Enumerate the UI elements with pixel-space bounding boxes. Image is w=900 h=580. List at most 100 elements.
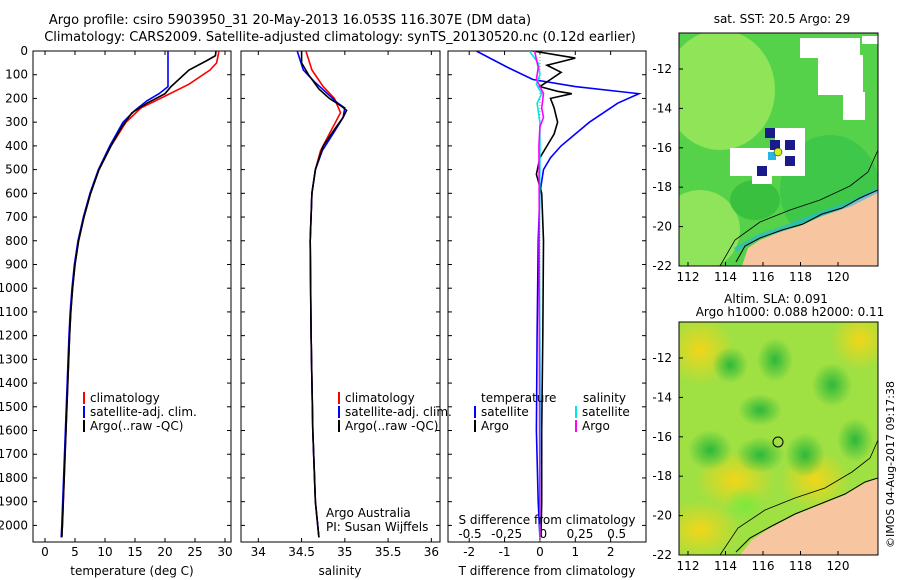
series-satellite-adj-clim- [60,51,169,538]
legend-climatology-label: climatology [90,391,160,405]
x-tick-label: 36 [424,545,439,559]
depth-tick-label: 1500 [0,400,28,414]
sla-field-patch [679,500,740,555]
sst-field-patch [679,190,740,266]
legend-s-satellite-label: satellite [582,405,630,419]
lat-tick-label: -16 [652,141,672,155]
depth-tick-label: 2000 [0,518,28,532]
argo-float-marker [772,436,784,448]
cold-pixel [785,156,795,166]
legend-t-argo-label: Argo [481,419,509,433]
argo-float-marker [773,147,783,157]
lat-tick-label: -22 [652,259,672,273]
depth-tick-label: 1400 [0,376,28,390]
sla-field-patch [812,363,852,407]
lat-tick-label: -20 [652,509,672,523]
x-tick-label: 1 [571,545,579,559]
lon-tick-label: 112 [677,559,700,573]
cloud-mask [843,92,865,120]
depth-tick-label: 600 [5,186,28,200]
series-layer [60,51,642,538]
credit-line-2: PI: Susan Wijffels [326,520,428,534]
x-tick-label: 20 [157,545,172,559]
x-tick-label: 34 [251,545,266,559]
depth-tick-label: 1100 [0,305,28,319]
sla-field-patch [830,322,878,370]
s-diff-tick-label: 0.25 [567,527,594,541]
cloud-mask [818,55,863,95]
salinity-axis-label: salinity [318,564,361,578]
s-diff-tick-label: 0 [540,527,548,541]
salinity-panel-frame [240,50,441,543]
x-tick-label: -1 [499,545,511,559]
depth-tick-label: 1700 [0,447,28,461]
depth-tick-label: 500 [5,163,28,177]
depth-tick-label: 900 [5,257,28,271]
sla-map [679,322,878,555]
sla-field-patch [785,433,825,477]
cold-pixel [757,166,767,176]
cold-pixel [770,140,780,150]
depth-tick-label: 400 [5,139,28,153]
lon-tick-label: 120 [827,559,850,573]
title-line-1: Argo profile: csiro 5903950_31 20-May-20… [49,13,531,28]
sla-field-patch [712,347,748,383]
sla-field-patch [757,338,793,382]
sst-field-patch [730,180,780,220]
depth-tick-label: 700 [5,210,28,224]
difference-legend: temperature salinity satellite Argo sate… [474,391,630,433]
copyright-stamp: ©IMOS 04-Aug-2017 09:17:38 [884,381,897,548]
series-climatology [61,51,220,538]
lat-tick-label: -14 [652,390,672,404]
lon-tick-label: 118 [789,559,812,573]
shelf-band [733,187,878,253]
lon-tick-label: 112 [677,270,700,284]
depth-tick-label: 1600 [0,424,28,438]
legend-satellite-label: satellite-adj. clim. [345,405,452,419]
sla-field-patch [837,418,873,462]
sst-map-ticks: -12 -14 -16 -18 -20 -22 112 114 116 118 120 [652,62,849,284]
lon-tick-label: 118 [789,270,812,284]
depth-tick-label: 100 [5,68,28,82]
x-tick-label: 2 [607,545,615,559]
cloud-mask [800,38,860,58]
legend-climatology-label: climatology [345,391,415,405]
x-tick-label: 25 [187,545,202,559]
temperature-axis-label: temperature (deg C) [70,564,193,578]
sla-map-frame [678,321,879,556]
legend-s-argo-label: Argo [582,419,610,433]
cloud-mask [862,36,878,44]
sst-map [679,33,878,266]
series-argo-raw-qc- [61,51,217,538]
x-tick-label: 34.5 [288,545,315,559]
series-s-argo [533,51,545,538]
sst-map-title: sat. SST: 20.5 Argo: 29 [714,12,851,26]
s-diff-tick-label: -0.5 [458,527,481,541]
series-t-satellite [475,51,642,538]
lon-tick-label: 116 [752,270,775,284]
series-t-argo [532,51,576,538]
lat-tick-label: -18 [652,469,672,483]
salinity-series-group [296,51,348,538]
sst-field-patch [679,33,775,150]
lon-tick-label: 120 [827,270,850,284]
x-tick-label: -2 [463,545,475,559]
differences-series-group [475,51,642,538]
lat-tick-label: -14 [652,101,672,115]
lat-tick-label: -22 [652,548,672,562]
sla-field-patch [736,437,784,473]
lon-tick-label: 116 [752,559,775,573]
cold-pixel [765,128,775,138]
sst-map-frame [678,32,879,267]
legend-salinity-heading: salinity [583,391,626,405]
x-tick-label: 15 [127,545,142,559]
depth-tick-label: 1800 [0,471,28,485]
sla-map-ticks: -12 -14 -16 -18 -20 -22 112 114 116 118 120 [652,351,849,573]
depth-tick-label: 1000 [0,281,28,295]
axes-layer: 0100200300400500600700800900100011001200… [0,44,646,559]
legend-t-satellite-label: satellite [481,405,529,419]
cold-pixel [768,152,776,160]
depth-tick-label: 1900 [0,495,28,509]
lat-tick-label: -16 [652,430,672,444]
